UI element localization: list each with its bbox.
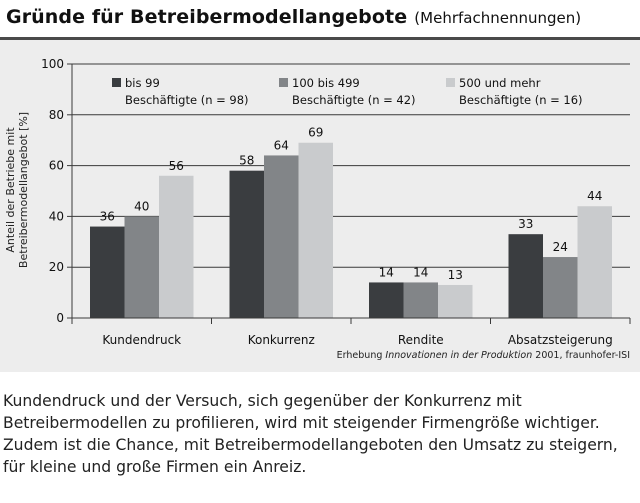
y-tick-label: 80 xyxy=(49,108,64,122)
source-note-survey: Innovationen in der Produktion xyxy=(385,350,532,361)
title-divider xyxy=(0,37,640,40)
y-tick-label: 40 xyxy=(49,209,64,223)
data-label: 56 xyxy=(169,159,184,173)
legend-swatch-series-2 xyxy=(279,78,288,87)
legend-swatch-series-3 xyxy=(446,78,455,87)
source-note: Erhebung Innovationen in der Produktion … xyxy=(337,350,630,361)
bar-3-konkurrenz xyxy=(298,142,333,318)
legend-label-series-3-line1: 500 und mehr xyxy=(459,76,541,90)
y-tick-label: 20 xyxy=(49,260,64,274)
bar-2-absatzsteigerung xyxy=(543,257,578,318)
y-tick-label: 0 xyxy=(56,311,64,325)
x-category-label: Rendite xyxy=(398,333,444,347)
data-label: 69 xyxy=(308,126,323,140)
legend-item-series-3: 500 und mehr Beschäftigte (n = 16) xyxy=(446,76,583,107)
legend: bis 99 Beschäftigte (n = 98) 100 bis 499… xyxy=(112,76,583,107)
data-label: 64 xyxy=(274,138,289,152)
bar-1-rendite xyxy=(369,282,404,318)
y-tick-label: 100 xyxy=(41,57,64,71)
bar-2-konkurrenz xyxy=(264,155,299,318)
bar-1-kundendruck xyxy=(90,226,125,318)
data-label: 24 xyxy=(553,240,568,254)
bar-chart: 0 20 40 60 80 100 36 40 56 Kundendruck 58 64 69 Konku… xyxy=(0,40,640,372)
data-label: 33 xyxy=(518,217,533,231)
legend-swatch-series-1 xyxy=(112,78,121,87)
data-label: 40 xyxy=(134,199,149,213)
data-label: 13 xyxy=(448,268,463,282)
chart-heading: Gründe für Betreibermodellangebote (Mehr… xyxy=(6,6,581,28)
source-note-prefix: Erhebung xyxy=(337,350,386,361)
bar-2-kundendruck xyxy=(124,216,159,318)
legend-label-series-2-line1: 100 bis 499 xyxy=(292,76,360,90)
legend-item-series-1: bis 99 Beschäftigte (n = 98) xyxy=(112,76,249,107)
bar-2-rendite xyxy=(403,282,438,318)
legend-label-series-3-line2: Beschäftigte (n = 16) xyxy=(459,93,583,107)
legend-label-series-2-line2: Beschäftigte (n = 42) xyxy=(292,93,416,107)
bar-1-konkurrenz xyxy=(229,170,264,318)
y-axis-title-line2: Betreibermodellangebot [%] xyxy=(17,112,30,268)
bar-3-absatzsteigerung xyxy=(577,206,612,318)
legend-label-series-1-line2: Beschäftigte (n = 98) xyxy=(125,93,249,107)
caption-text: Kundendruck und der Versuch, sich gegenü… xyxy=(3,392,618,476)
data-label: 14 xyxy=(379,265,394,279)
source-note-suffix: 2001, fraunhofer-ISI xyxy=(532,350,630,361)
data-label: 44 xyxy=(587,189,602,203)
x-category-label: Absatzsteigerung xyxy=(508,333,613,347)
bar-3-rendite xyxy=(438,284,473,318)
chart-subtitle: (Mehrfachnennungen) xyxy=(414,9,582,27)
data-label: 14 xyxy=(413,265,428,279)
bar-1-absatzsteigerung xyxy=(508,234,543,318)
data-label: 36 xyxy=(100,210,115,224)
legend-item-series-2: 100 bis 499 Beschäftigte (n = 42) xyxy=(279,76,416,107)
x-category-label: Kundendruck xyxy=(102,333,181,347)
legend-label-series-1-line1: bis 99 xyxy=(125,76,160,90)
bar-3-kundendruck xyxy=(159,175,194,318)
chart-title: Gründe für Betreibermodellangebote xyxy=(6,6,408,28)
y-tick-label: 60 xyxy=(49,159,64,173)
y-axis-title-line1: Anteil der Betriebe mit xyxy=(4,127,17,253)
x-category-label: Konkurrenz xyxy=(248,333,315,347)
data-label: 58 xyxy=(239,154,254,168)
